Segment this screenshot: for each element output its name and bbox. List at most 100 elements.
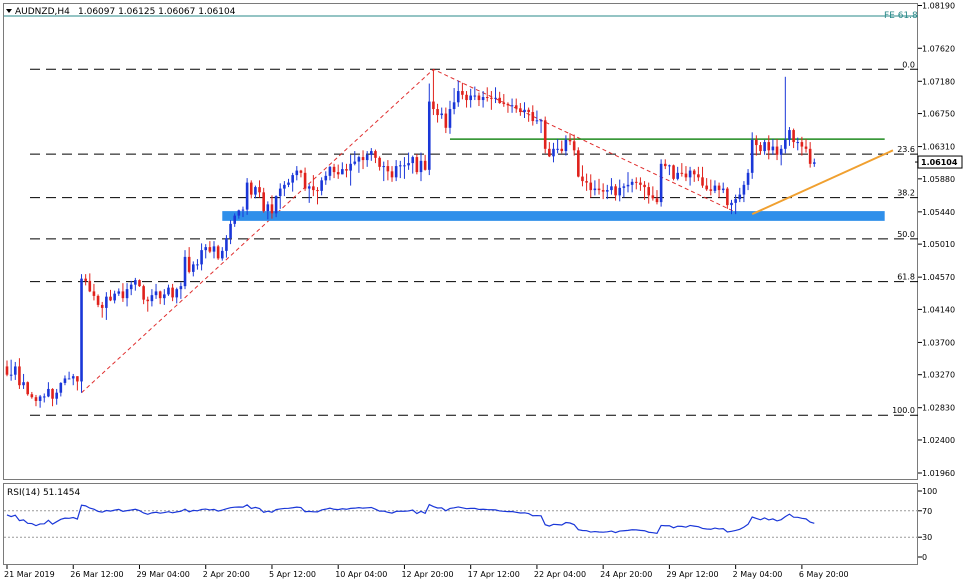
- candle-body: [34, 397, 38, 401]
- candle-body: [680, 172, 684, 174]
- candle-body: [775, 146, 779, 155]
- candle-body: [568, 139, 572, 142]
- candle-body: [88, 280, 92, 292]
- candle-body: [357, 157, 361, 162]
- time-tick-label: 12 Apr 20:00: [401, 570, 453, 579]
- rsi-tick-label: 70: [922, 507, 932, 516]
- candle-body: [701, 177, 704, 186]
- candle-body: [22, 382, 25, 386]
- candle-body: [527, 109, 530, 113]
- candle-body: [274, 196, 278, 214]
- time-tick-label: 5 Apr 12:00: [269, 570, 316, 579]
- candle-body: [771, 146, 775, 151]
- candle-body: [808, 148, 812, 164]
- candle-body: [684, 173, 688, 178]
- candle-body: [514, 105, 518, 109]
- candle-body: [564, 139, 568, 152]
- candle-body: [382, 166, 386, 168]
- candle-body: [663, 163, 667, 167]
- candle-body: [63, 378, 67, 383]
- candle-body: [134, 280, 137, 285]
- candle-body: [47, 388, 50, 397]
- candle-body: [192, 264, 195, 272]
- candle-body: [668, 165, 671, 167]
- fe-level-label: FE 61.8: [884, 11, 918, 21]
- candle-body: [399, 165, 402, 167]
- candle-body: [187, 256, 191, 272]
- candle-body: [291, 175, 294, 183]
- candle-body: [618, 187, 622, 196]
- candle-body: [9, 374, 13, 376]
- fib-level-label: 100.0: [892, 406, 915, 415]
- price-tick-label: 1.04140: [922, 305, 955, 314]
- fib-level-label: 50.0: [897, 230, 915, 239]
- candle-body: [461, 91, 464, 95]
- candle-body: [622, 186, 626, 188]
- candle-body: [784, 139, 787, 149]
- candle-body: [324, 175, 328, 181]
- rsi-title: RSI(14) 51.1454: [7, 488, 80, 498]
- candle-body: [150, 295, 154, 302]
- candle-body: [138, 280, 141, 287]
- candle-body: [759, 145, 762, 152]
- time-tick-label: 26 Mar 12:00: [70, 570, 123, 579]
- time-tick-label: 22 Apr 04:00: [534, 570, 586, 579]
- candle-body: [336, 172, 340, 175]
- candle-body: [510, 105, 514, 107]
- candle-body: [386, 166, 390, 172]
- candle-body: [67, 378, 71, 380]
- candle-body: [543, 120, 547, 149]
- candle-body: [84, 278, 87, 281]
- candle-body: [535, 120, 539, 122]
- candle-body: [767, 142, 771, 151]
- candle-body: [117, 291, 121, 294]
- time-tick-label: 6 May 20:00: [799, 570, 849, 579]
- candle-body: [585, 181, 588, 183]
- fib-level-label: 23.6: [897, 145, 915, 154]
- candle-body: [158, 291, 162, 299]
- candle-body: [779, 148, 783, 155]
- candle-body: [241, 209, 245, 211]
- candle-body: [713, 185, 717, 191]
- candle-body: [295, 170, 299, 176]
- candle-body: [374, 151, 377, 158]
- price-tick-label: 1.02400: [922, 436, 955, 445]
- candle-body: [349, 163, 352, 171]
- candle-body: [477, 95, 481, 101]
- candle-body: [548, 148, 551, 157]
- rsi-line: [6, 503, 815, 535]
- price-tick-label: 1.08190: [922, 2, 955, 11]
- candle-body: [163, 294, 166, 299]
- candle-body: [403, 165, 406, 167]
- candle-body: [365, 154, 369, 161]
- candle-body: [146, 299, 150, 302]
- candle-body: [755, 139, 758, 146]
- time-tick-label: 17 Apr 12:00: [468, 570, 520, 579]
- candle-body: [51, 388, 54, 399]
- candle-body: [96, 295, 100, 305]
- price-tick-label: 1.01960: [922, 469, 955, 478]
- dropdown-triangle-icon[interactable]: [6, 9, 12, 13]
- candle-body: [639, 182, 642, 185]
- candle-body: [709, 189, 713, 191]
- candle-body: [249, 182, 253, 195]
- candle-body: [651, 195, 655, 199]
- candle-body: [312, 186, 315, 191]
- candle-body: [444, 113, 448, 128]
- candle-body: [523, 109, 526, 113]
- candle-body: [469, 95, 472, 101]
- candle-body: [225, 238, 228, 251]
- candle-body: [266, 204, 270, 212]
- ohlc-values: 1.06097 1.06125 1.06067 1.06104: [78, 7, 236, 17]
- support-zone: [222, 211, 885, 221]
- candle-body: [332, 166, 336, 173]
- candle-body: [229, 223, 232, 239]
- candle-body: [183, 256, 187, 287]
- candle-body: [581, 176, 584, 182]
- candle-body: [18, 366, 21, 386]
- candle-body: [220, 250, 224, 259]
- price-tick-label: 1.05010: [922, 240, 955, 249]
- candle-body: [676, 172, 679, 179]
- candle-body: [353, 161, 357, 164]
- time-tick-label: 24 Apr 20:00: [600, 570, 652, 579]
